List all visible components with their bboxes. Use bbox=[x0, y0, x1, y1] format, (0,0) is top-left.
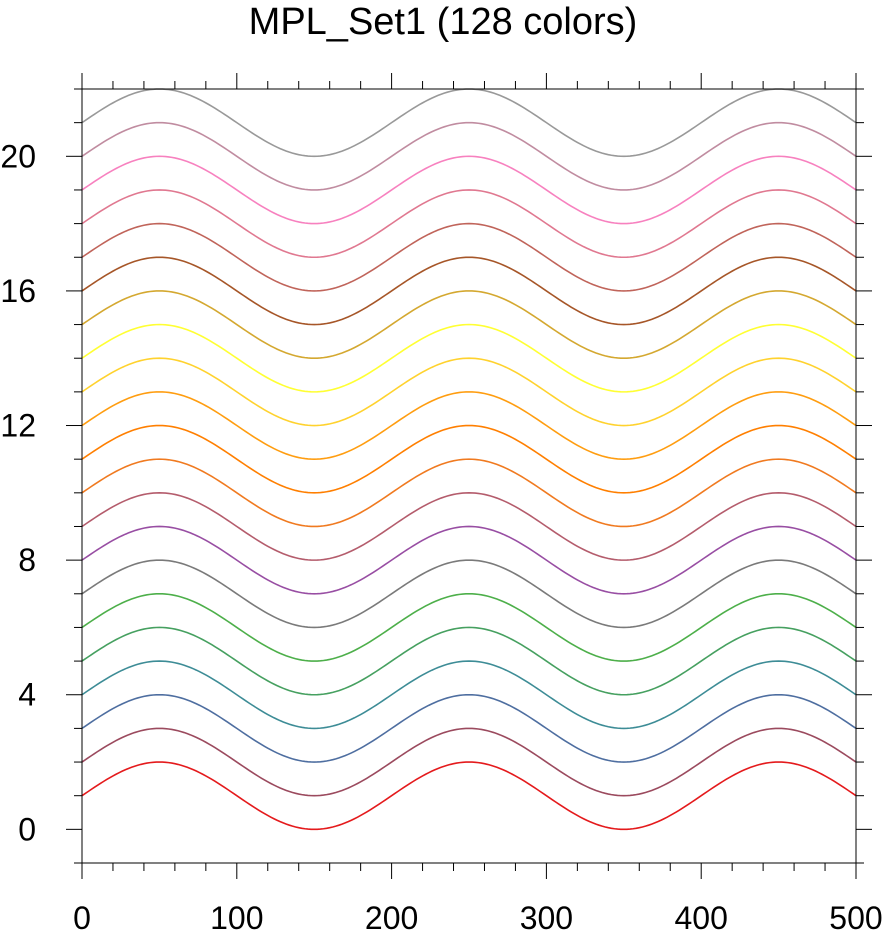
y-tick-label: 12 bbox=[0, 408, 36, 444]
series-line-2 bbox=[81, 693, 857, 763]
series-line-16 bbox=[81, 222, 857, 292]
x-tick-label: 400 bbox=[675, 900, 728, 935]
series-line-11 bbox=[81, 391, 857, 460]
y-tick-label: 4 bbox=[18, 677, 36, 713]
plot-frame bbox=[81, 88, 857, 864]
series-line-8 bbox=[81, 492, 857, 561]
x-tick-label: 500 bbox=[829, 900, 882, 935]
series-line-15 bbox=[81, 256, 857, 326]
x-tick-label: 300 bbox=[520, 900, 573, 935]
series-line-18 bbox=[81, 155, 857, 225]
y-tick-label: 20 bbox=[0, 138, 36, 174]
series-line-14 bbox=[81, 290, 857, 360]
chart-title: MPL_Set1 (128 colors) bbox=[248, 1, 638, 43]
series-line-1 bbox=[81, 727, 857, 797]
series-line-6 bbox=[81, 559, 857, 629]
y-tick-label: 16 bbox=[0, 273, 36, 309]
series-line-10 bbox=[81, 424, 857, 494]
series-line-19 bbox=[81, 121, 857, 191]
series-line-13 bbox=[81, 323, 857, 393]
series-line-4 bbox=[81, 626, 857, 696]
x-tick-label: 0 bbox=[73, 900, 91, 935]
y-tick-label: 0 bbox=[18, 811, 36, 847]
series-line-7 bbox=[81, 525, 857, 595]
series-line-9 bbox=[81, 458, 857, 528]
series-line-0 bbox=[81, 761, 857, 831]
y-tick-label: 8 bbox=[18, 542, 36, 578]
series-line-3 bbox=[81, 660, 857, 730]
series-group bbox=[81, 88, 857, 831]
x-tick-label: 200 bbox=[365, 900, 418, 935]
series-line-17 bbox=[81, 189, 857, 259]
series-line-5 bbox=[81, 592, 857, 662]
x-tick-label: 100 bbox=[210, 900, 263, 935]
series-line-12 bbox=[81, 357, 857, 427]
axes: 0 100 200 300 400 500 0 4 8 12 16 20 bbox=[0, 73, 883, 935]
